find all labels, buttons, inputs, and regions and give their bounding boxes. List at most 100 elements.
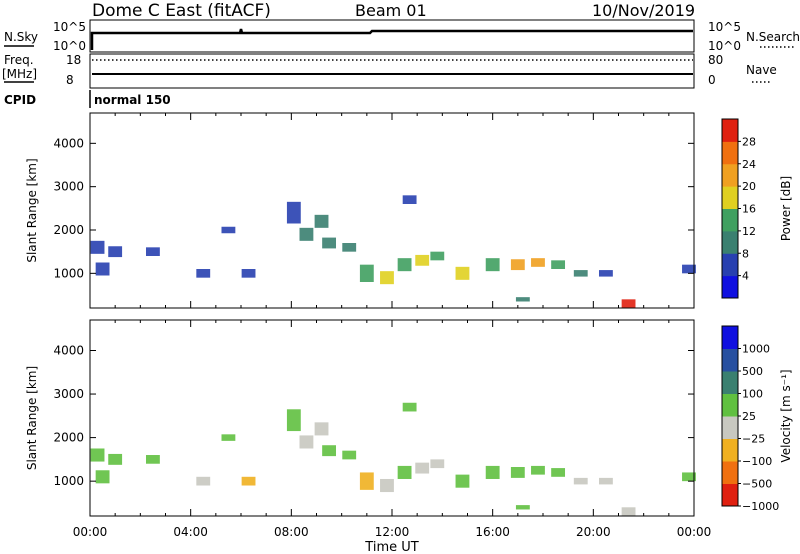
y-tick-label: 3000: [53, 180, 84, 194]
velocity-cell: [359, 472, 374, 490]
freq-tick-bottom: 8: [66, 73, 74, 87]
power-cell: [299, 227, 314, 241]
nsearch-tick-top: 10^5: [708, 20, 741, 34]
velocity-cell: [196, 476, 211, 486]
velocity-cell: [515, 505, 530, 510]
colorbar-segment: [722, 438, 738, 462]
power-cell: [342, 243, 357, 252]
velocity-cell: [402, 402, 417, 412]
velocity-cell: [241, 476, 256, 486]
cpid-value: normal 150: [94, 93, 171, 107]
colorbar-segment: [722, 163, 738, 187]
nsky-tick-top: 10^5: [53, 20, 86, 34]
power-cell: [145, 247, 160, 256]
x-tick-label: 04:00: [173, 525, 208, 539]
power-cell: [196, 269, 211, 278]
power-panel: 1000 2000 3000 4000 Slant Range [km] 4 8 12 16 20…: [25, 112, 793, 309]
freq-label-1: Freq.: [4, 53, 34, 67]
colorbar-segment: [722, 275, 738, 299]
power-cell: [380, 271, 394, 285]
power-cell: [108, 246, 123, 258]
colorbar-tick-label: −25: [742, 433, 765, 446]
power-cell: [430, 251, 445, 261]
y-axis-label: Slant Range [km]: [25, 366, 39, 470]
velocity-cell: [551, 468, 566, 477]
colorbar-tick-label: 500: [742, 365, 763, 378]
nsky-trace: [90, 28, 693, 50]
velocity-cell: [314, 422, 329, 436]
frequency-strip: Freq. [MHz] 18 8 80 0 Nave: [2, 53, 777, 89]
nave-tick-bottom: 0: [708, 73, 716, 87]
velocity-cell: [415, 462, 430, 474]
colorbar-tick-label: 16: [742, 203, 756, 216]
nave-label: Nave: [746, 63, 777, 77]
colorbar-tick-label: 20: [742, 180, 756, 193]
power-cell: [531, 258, 545, 267]
velocity-cell: [380, 478, 394, 493]
nsky-tick-bottom: 10^0: [53, 39, 86, 53]
power-cell: [598, 270, 613, 277]
velocity-cell: [108, 453, 123, 465]
power-cell: [397, 258, 412, 272]
power-cell: [286, 201, 301, 224]
y-axis-label: Slant Range [km]: [25, 158, 39, 262]
velocity-cell: [510, 467, 525, 478]
colorbar-segment: [722, 416, 738, 439]
nsky-label: N.Sky: [4, 30, 38, 44]
nsearch-label: N.Search: [746, 30, 800, 44]
colorbar-segment: [722, 483, 738, 507]
velocity-cell: [573, 477, 588, 485]
x-tick-label: 00:00: [73, 525, 108, 539]
noise-strip: N.Sky 10^5 10^0 10^5 10^0 N.Search: [4, 19, 800, 53]
velocity-cell: [90, 448, 105, 462]
colorbar-tick-label: 1000: [742, 343, 770, 356]
power-cell: [241, 269, 256, 278]
power-cell: [455, 266, 470, 280]
power-cell: [515, 297, 530, 302]
y-tick-label: 1000: [53, 474, 84, 488]
velocity-panel: 1000 2000 3000 4000 Slant Range [km] 1000 500 1…: [25, 319, 793, 517]
x-tick-label: 12:00: [375, 525, 410, 539]
velocity-cell: [621, 507, 636, 516]
velocity-cell: [342, 450, 357, 460]
y-tick-label: 3000: [53, 387, 84, 401]
velocity-cell: [455, 474, 470, 488]
power-cell: [682, 264, 696, 274]
freq-tick-top: 18: [66, 53, 81, 67]
power-cell: [573, 270, 588, 277]
colorbar-segment: [722, 253, 738, 277]
colorbar-tick-label: 25: [742, 410, 756, 423]
x-tick-label: 20:00: [576, 525, 611, 539]
y-tick-label: 2000: [53, 431, 84, 445]
colorbar-segment: [722, 208, 738, 232]
date-label: 10/Nov/2019: [592, 1, 695, 20]
nsearch-tick-bottom: 10^0: [708, 39, 741, 53]
colorbar-segment: [722, 119, 738, 142]
power-cell: [314, 214, 329, 228]
velocity-cell: [485, 465, 500, 479]
y-tick-label: 2000: [53, 223, 84, 237]
plot-title: Dome C East (fitACF): [92, 1, 271, 21]
power-cell: [551, 260, 566, 269]
colorbar-label: Power [dB]: [779, 176, 793, 241]
power-cell: [510, 259, 525, 271]
colorbar-tick-label: 24: [742, 158, 756, 171]
colorbar-tick-label: −500: [742, 478, 772, 491]
velocity-cell: [397, 465, 412, 479]
velocity-cell: [299, 435, 314, 449]
time-axis: 00:00 04:00 08:00 12:00 16:00 20:00 00:00: [73, 525, 712, 539]
velocity-cell: [682, 472, 696, 482]
colorbar-tick-label: 8: [742, 247, 749, 260]
velocity-cell: [286, 409, 301, 432]
x-tick-label: 16:00: [475, 525, 510, 539]
power-cell: [415, 254, 430, 266]
x-tick-label: 00:00: [677, 525, 712, 539]
velocity-cell: [322, 445, 337, 457]
colorbar-tick-label: −1000: [742, 500, 779, 513]
power-cell: [402, 195, 417, 204]
power-cell: [90, 240, 105, 254]
power-cell: [322, 237, 337, 249]
colorbar-tick-label: −100: [742, 455, 772, 468]
power-cell: [221, 226, 236, 234]
